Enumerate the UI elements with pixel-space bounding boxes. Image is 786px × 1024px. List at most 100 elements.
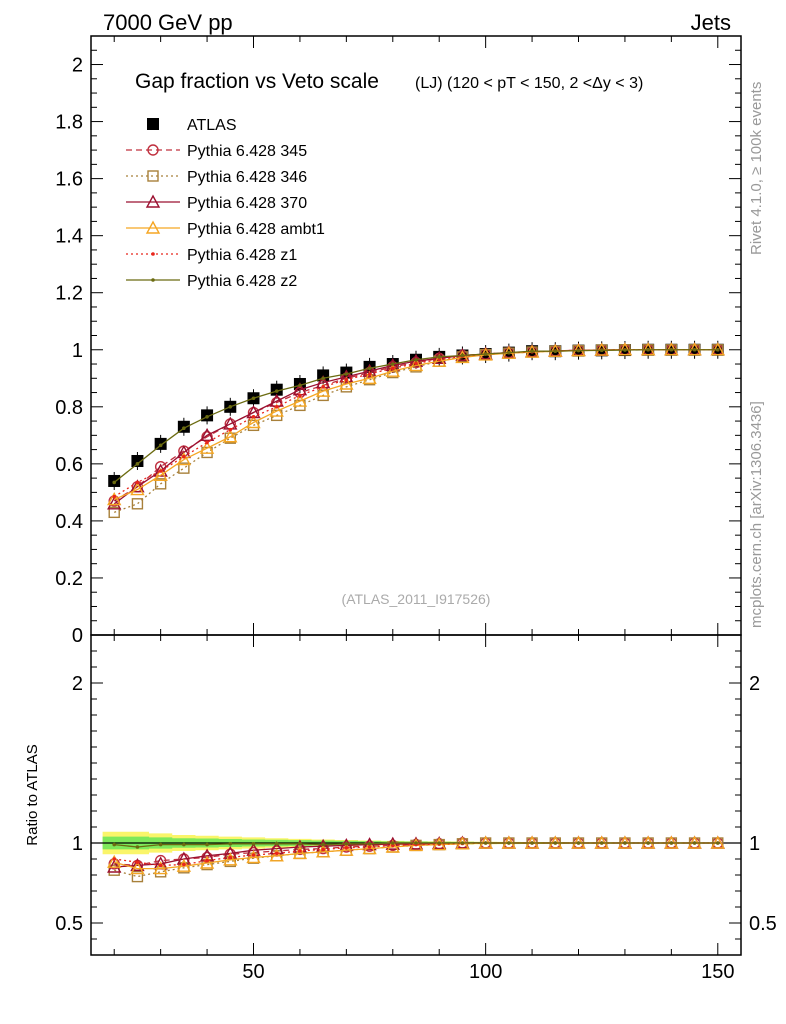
- data-point: [362, 363, 377, 377]
- data-point: [112, 480, 117, 485]
- ratio-ylabel: Ratio to ATLAS: [24, 744, 41, 845]
- data-point: [176, 858, 192, 872]
- legend-entry: Pythia 6.428 z2: [126, 273, 297, 290]
- data-point: [344, 377, 349, 382]
- header-process-label: Jets: [691, 10, 731, 35]
- y-tick-label: 2: [72, 673, 83, 695]
- data-point: [344, 842, 349, 846]
- data-point: [298, 849, 302, 853]
- data-point: [315, 844, 331, 858]
- legend-label: Pythia 6.428 z1: [187, 247, 297, 264]
- data-point: [553, 349, 558, 353]
- series-line: [113, 349, 718, 502]
- data-point: [269, 848, 284, 862]
- data-point: [367, 372, 372, 376]
- data-point: [692, 841, 697, 845]
- y-tick-label: 1.8: [55, 112, 83, 134]
- data-point: [483, 352, 488, 356]
- data-point: [715, 347, 720, 352]
- data-point: [158, 469, 163, 473]
- data-point: [135, 845, 140, 849]
- chart-title: Gap fraction vs Veto scale: [135, 70, 379, 93]
- data-point: [154, 478, 167, 490]
- data-point: [228, 855, 233, 860]
- header-energy-label: 7000 GeV pp: [103, 10, 233, 35]
- data-point: [646, 347, 650, 352]
- data-point: [553, 841, 558, 845]
- data-point: [112, 842, 117, 847]
- y-tick-label: 0.5: [55, 913, 83, 935]
- data-point: [246, 849, 261, 864]
- x-tick-label: 150: [701, 961, 734, 983]
- data-point: [437, 841, 442, 845]
- y-tick-label: 0: [72, 625, 83, 647]
- data-point: [158, 863, 163, 868]
- data-point: [158, 443, 163, 448]
- data-point: [178, 462, 190, 474]
- legend-entry: Pythia 6.428 ambt1: [126, 220, 325, 238]
- data-point: [131, 870, 144, 883]
- data-point: [153, 467, 168, 481]
- data-point: [298, 383, 302, 388]
- data-point: [130, 861, 145, 875]
- series-pythia-6-428-z2: [112, 347, 720, 485]
- data-point: [414, 357, 418, 362]
- data-point: [315, 383, 331, 397]
- data-point: [274, 851, 279, 856]
- data-point: [530, 841, 534, 845]
- ratio-plot-area: [91, 831, 741, 883]
- data-point: [199, 440, 215, 454]
- data-point: [199, 427, 215, 442]
- analysis-watermark: (ATLAS_2011_I917526): [342, 591, 491, 607]
- data-point: [460, 353, 465, 358]
- series-pythia-6-428-z2: [112, 841, 720, 849]
- y-tick-label: 1.2: [55, 283, 83, 305]
- data-point: [344, 846, 349, 850]
- data-point: [437, 357, 442, 362]
- legend-entry: Pythia 6.428 346: [126, 169, 307, 186]
- data-point: [135, 860, 140, 864]
- main-plot-area: [107, 340, 725, 519]
- data-point: [321, 376, 325, 381]
- data-point: [362, 370, 377, 384]
- data-point: [205, 842, 209, 847]
- data-point: [507, 841, 511, 845]
- data-point: [251, 396, 256, 401]
- data-point: [339, 376, 354, 390]
- data-point: [367, 845, 372, 849]
- data-point: [112, 494, 117, 499]
- data-point: [344, 372, 349, 376]
- legend-marker: [145, 220, 161, 234]
- data-point: [414, 841, 418, 845]
- legend-label: Pythia 6.428 346: [187, 169, 307, 186]
- main-plot-panel: 0 0.2 0.4 0.6 0.8 1 1.2 1.4 1.6 1.8 2: [55, 35, 742, 647]
- legend-marker: [151, 252, 155, 256]
- mcplots-source-label: mcplots.cern.ch [arXiv:1306.3436]: [748, 401, 765, 628]
- data-point: [339, 842, 354, 856]
- data-point: [251, 853, 256, 857]
- legend-marker: [147, 118, 159, 130]
- data-point: [135, 462, 140, 466]
- y-tick-label-right: 1: [749, 833, 760, 855]
- legend-entry: Pythia 6.428 345: [126, 143, 307, 160]
- data-point: [385, 363, 400, 377]
- data-point: [321, 385, 325, 389]
- data-point: [390, 362, 395, 366]
- data-point: [223, 852, 238, 866]
- legend-marker: [151, 278, 155, 282]
- data-point: [362, 841, 377, 855]
- data-point: [669, 841, 674, 845]
- data-point: [408, 357, 424, 372]
- data-point: [367, 842, 372, 846]
- data-point: [251, 842, 256, 846]
- legend-entry: Pythia 6.428 z1: [126, 247, 297, 264]
- data-point: [135, 480, 140, 485]
- data-point: [432, 837, 447, 851]
- data-point: [246, 415, 261, 429]
- data-point: [274, 842, 279, 846]
- data-point: [292, 393, 308, 407]
- y-tick-label: 1: [72, 833, 83, 855]
- legend-label: Pythia 6.428 z2: [187, 273, 297, 290]
- data-point: [182, 454, 186, 459]
- x-tick-label: 50: [242, 961, 264, 983]
